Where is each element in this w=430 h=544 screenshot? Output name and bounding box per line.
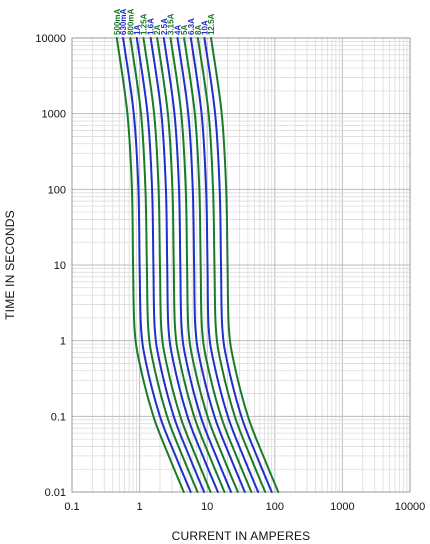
- series-line-6.3A: [189, 37, 260, 493]
- series-label-10A: 10A: [200, 20, 209, 35]
- series-label-1.6A: 1.6A: [147, 18, 156, 35]
- x-tick-label: 1: [137, 501, 143, 513]
- series-label-5A: 5A: [180, 25, 189, 35]
- series-line-1A: [135, 37, 206, 493]
- y-tick-label: 10000: [35, 33, 66, 45]
- x-axis-title: CURRENT IN AMPERES: [172, 529, 311, 543]
- series-label-8A: 8A: [194, 25, 203, 35]
- y-tick-label: 0.01: [45, 487, 66, 499]
- series-line-2A: [156, 37, 226, 493]
- series-line-630mA: [122, 37, 192, 493]
- series-line-800mA: [129, 37, 199, 493]
- series-label-800mA: 800mA: [126, 9, 135, 35]
- series-label-1A: 1A: [133, 25, 142, 35]
- y-tick-label: 0.1: [51, 411, 66, 423]
- plot-frame: [71, 37, 411, 493]
- y-tick-label: 1000: [42, 109, 66, 121]
- series-line-12.5A: [210, 37, 280, 493]
- x-tick-label: 10000: [395, 501, 426, 513]
- series-label-1.25A: 1.25A: [139, 13, 148, 35]
- series-group: [115, 37, 280, 493]
- x-tick-labels: 0.1 1 10 100 1000 10000: [64, 501, 425, 513]
- series-label-2A: 2A: [153, 25, 162, 35]
- series-label-3.15A: 3.15A: [167, 13, 176, 35]
- series-label-2.5A: 2.5A: [160, 18, 169, 35]
- series-line-4A: [176, 37, 246, 493]
- x-tick-label: 0.1: [64, 501, 79, 513]
- x-tick-label: 10: [201, 501, 213, 513]
- series-label-12.5A: 12.5A: [207, 13, 216, 35]
- x-tick-label: 1000: [330, 501, 354, 513]
- y-tick-labels: 0.01 0.1 1 10 100 1000 10000: [35, 33, 66, 499]
- series-line-1.6A: [149, 37, 219, 493]
- x-tick-label: 100: [266, 501, 284, 513]
- series-label-630mA: 630mA: [119, 9, 128, 35]
- series-label-500mA: 500mA: [113, 9, 122, 35]
- series-line-500mA: [115, 37, 185, 493]
- y-tick-label: 100: [48, 184, 66, 196]
- series-line-2.5A: [162, 37, 233, 493]
- series-line-8A: [196, 37, 267, 493]
- series-labels: 500mA630mA800mA1A1.25A1.6A2A2.5A3.15A4A5…: [113, 9, 216, 35]
- y-tick-label: 1: [60, 336, 66, 348]
- series-line-1.25A: [142, 37, 212, 493]
- series-line-5A: [183, 37, 253, 493]
- series-label-6.3A: 6.3A: [187, 18, 196, 35]
- series-line-3.15A: [169, 37, 239, 493]
- y-axis-title: TIME IN SECONDS: [3, 210, 17, 320]
- y-tick-label: 10: [54, 260, 66, 272]
- series-label-4A: 4A: [174, 25, 183, 35]
- series-line-10A: [203, 37, 273, 493]
